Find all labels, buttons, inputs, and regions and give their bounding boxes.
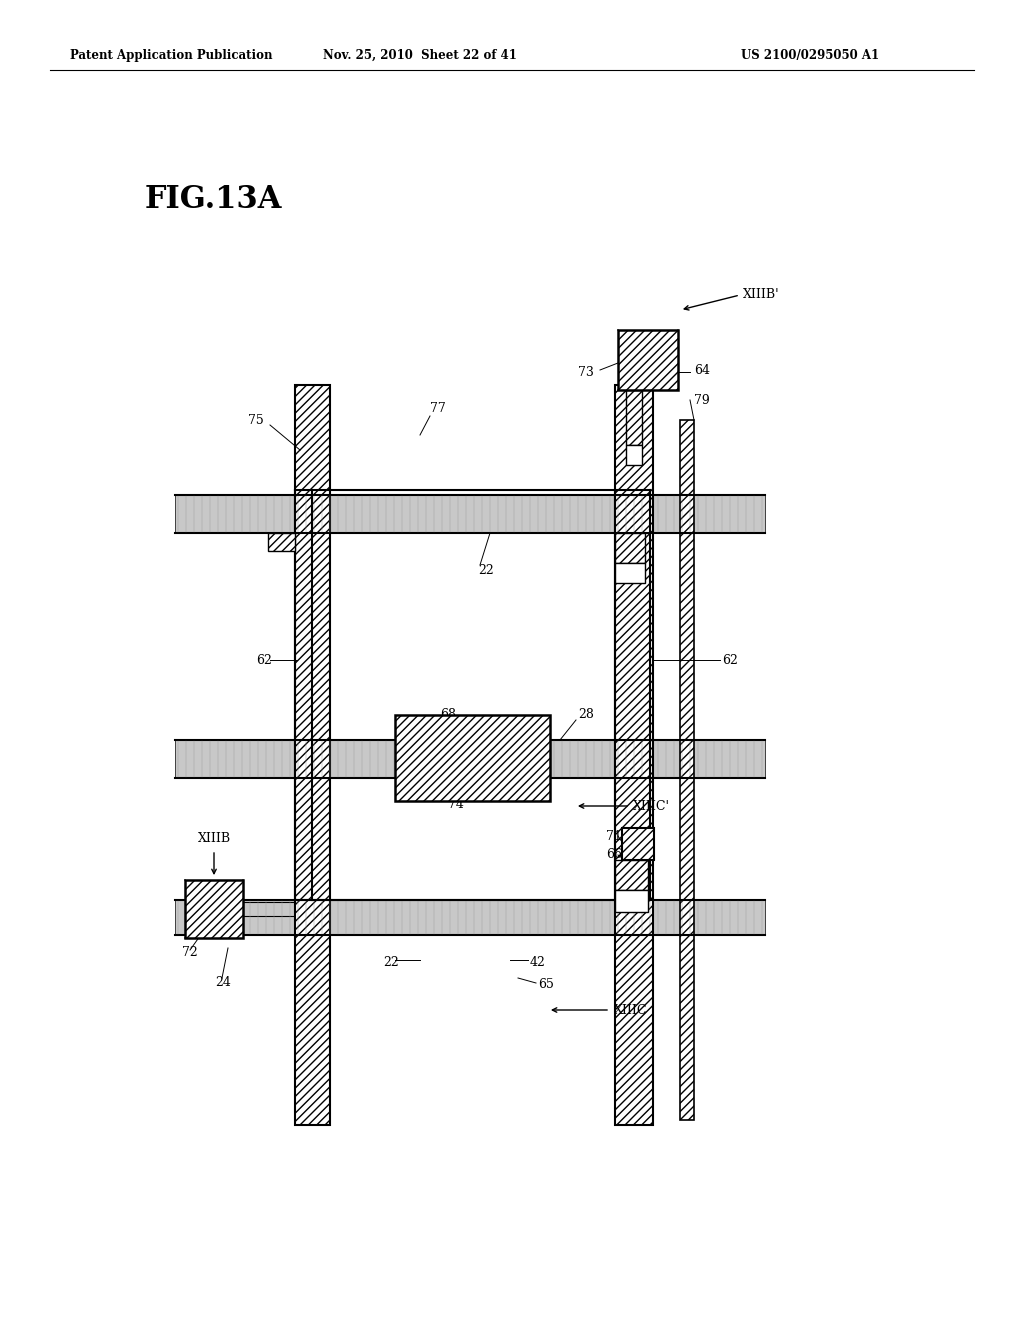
Text: 66: 66 <box>606 849 622 862</box>
Bar <box>185 880 243 939</box>
Text: XIIIC: XIIIC <box>614 1003 647 1016</box>
Bar <box>626 445 642 465</box>
Text: FIG.13A: FIG.13A <box>145 185 283 215</box>
Text: Patent Application Publication: Patent Application Publication <box>70 49 272 62</box>
Bar <box>615 890 648 912</box>
Text: 62: 62 <box>722 653 738 667</box>
Bar <box>268 533 295 550</box>
Bar <box>295 385 330 1125</box>
Bar <box>175 741 765 777</box>
Text: 62: 62 <box>256 653 272 667</box>
Text: 73: 73 <box>578 367 594 380</box>
Bar <box>615 564 645 583</box>
Text: 74: 74 <box>449 799 464 812</box>
Text: 24: 24 <box>215 977 230 990</box>
Text: 42: 42 <box>530 956 546 969</box>
Text: XIIIC': XIIIC' <box>633 800 670 813</box>
Bar <box>622 828 654 861</box>
Text: XIIIB': XIIIB' <box>743 289 779 301</box>
Bar <box>626 389 642 445</box>
Text: 68: 68 <box>440 709 456 722</box>
Text: 22: 22 <box>383 956 398 969</box>
Text: 75: 75 <box>248 413 264 426</box>
Text: 71: 71 <box>606 829 622 842</box>
Bar <box>175 900 765 935</box>
Bar <box>615 861 648 890</box>
Bar <box>615 533 645 564</box>
Bar <box>680 420 694 1119</box>
Text: Nov. 25, 2010  Sheet 22 of 41: Nov. 25, 2010 Sheet 22 of 41 <box>323 49 517 62</box>
Text: 77: 77 <box>430 401 445 414</box>
Text: XIIIB: XIIIB <box>198 832 230 845</box>
Text: 64: 64 <box>694 363 710 376</box>
Text: 22: 22 <box>478 564 494 577</box>
Bar <box>175 495 765 533</box>
Text: 72: 72 <box>182 946 198 960</box>
Text: 79: 79 <box>694 393 710 407</box>
Bar <box>615 385 653 1125</box>
Text: US 2100/0295050 A1: US 2100/0295050 A1 <box>741 49 879 62</box>
Bar <box>618 330 678 389</box>
Text: 28: 28 <box>578 709 594 722</box>
Bar <box>395 715 550 801</box>
Text: 65: 65 <box>538 978 554 991</box>
Bar <box>243 902 295 916</box>
